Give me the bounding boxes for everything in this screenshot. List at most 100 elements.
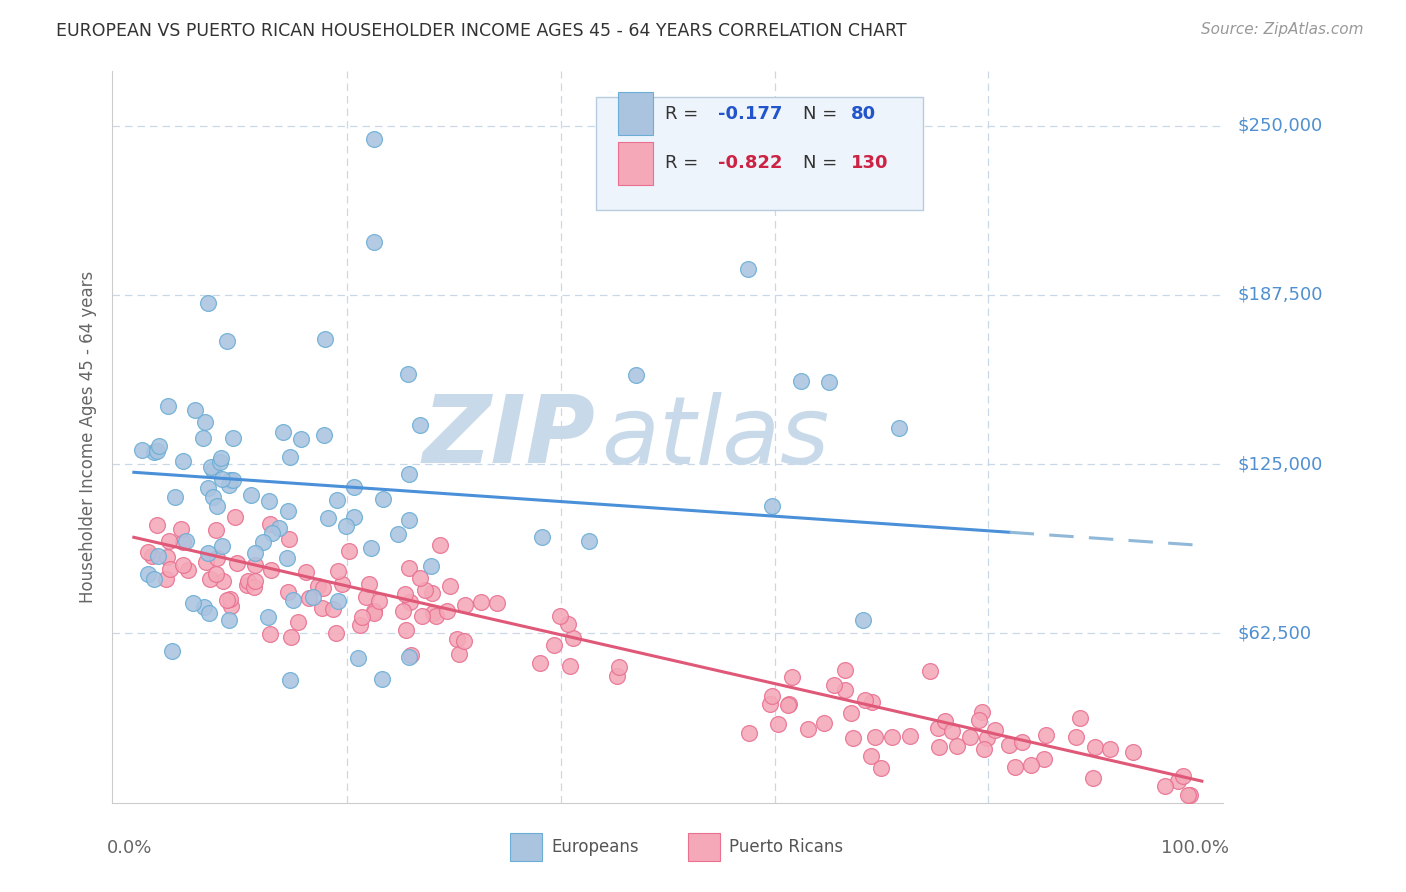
Point xyxy=(280,630,302,644)
Point xyxy=(198,607,221,621)
Point xyxy=(485,596,508,610)
Text: 130: 130 xyxy=(851,154,889,172)
Point xyxy=(609,659,631,673)
Point xyxy=(212,574,235,589)
Point xyxy=(396,367,419,381)
Point xyxy=(1171,769,1194,783)
Point xyxy=(737,262,759,277)
Point xyxy=(863,730,886,744)
Point xyxy=(997,738,1019,752)
Point xyxy=(959,730,981,744)
Point xyxy=(260,564,283,578)
Point xyxy=(934,714,956,729)
Point xyxy=(973,741,995,756)
Point xyxy=(562,631,585,645)
Point xyxy=(343,480,366,494)
Point xyxy=(1033,752,1056,766)
Point xyxy=(387,527,409,541)
Point xyxy=(205,567,228,582)
Point xyxy=(271,425,294,440)
Point xyxy=(776,698,799,713)
Point xyxy=(159,561,181,575)
Point xyxy=(172,558,194,573)
Point xyxy=(1084,740,1107,755)
Point xyxy=(184,402,207,417)
Point xyxy=(170,521,193,535)
Point xyxy=(257,494,280,508)
Point xyxy=(967,713,990,727)
Point xyxy=(136,545,159,559)
Point xyxy=(363,606,385,620)
Point xyxy=(439,579,461,593)
Point xyxy=(813,716,835,731)
Point xyxy=(363,235,385,249)
FancyBboxPatch shape xyxy=(617,92,654,136)
Point xyxy=(207,550,229,565)
Point xyxy=(834,683,856,698)
Point xyxy=(606,669,628,683)
Point xyxy=(927,721,949,735)
Point xyxy=(920,664,942,678)
Text: 80: 80 xyxy=(851,104,876,123)
Point xyxy=(205,523,228,537)
Point xyxy=(200,459,222,474)
Point xyxy=(218,614,240,628)
Point xyxy=(243,580,266,594)
Point xyxy=(311,601,333,615)
Point xyxy=(409,417,432,432)
Point xyxy=(1019,758,1042,772)
Point xyxy=(780,670,803,684)
Point xyxy=(219,592,242,607)
Point xyxy=(363,604,385,618)
Point xyxy=(928,739,950,754)
FancyBboxPatch shape xyxy=(596,97,924,211)
Point xyxy=(325,625,347,640)
Point xyxy=(218,478,240,492)
Point xyxy=(984,723,1007,738)
Point xyxy=(222,431,245,445)
Point xyxy=(197,546,219,560)
Point xyxy=(314,332,336,346)
Text: R =: R = xyxy=(665,104,703,123)
Point xyxy=(624,368,647,382)
Point xyxy=(1035,728,1057,742)
Point xyxy=(543,638,565,652)
Text: $125,000: $125,000 xyxy=(1237,455,1323,473)
Point xyxy=(326,594,349,608)
Point xyxy=(194,555,217,569)
Point xyxy=(160,643,183,657)
Point xyxy=(758,698,780,712)
Point xyxy=(181,596,204,610)
Point xyxy=(155,572,177,586)
Point xyxy=(197,296,219,310)
Point xyxy=(436,604,458,618)
Point xyxy=(839,706,862,720)
Point xyxy=(312,581,335,595)
Point xyxy=(172,454,194,468)
Point xyxy=(211,472,233,486)
Point xyxy=(314,428,336,442)
Point xyxy=(398,513,420,527)
Point xyxy=(1083,771,1105,785)
Point xyxy=(797,722,820,736)
Point xyxy=(205,500,228,514)
Point xyxy=(278,532,301,546)
Point xyxy=(346,651,368,665)
Text: $250,000: $250,000 xyxy=(1237,117,1323,135)
Text: atlas: atlas xyxy=(602,392,830,483)
Point xyxy=(859,748,882,763)
Point xyxy=(860,695,883,709)
Point xyxy=(394,587,416,601)
Point xyxy=(411,609,433,624)
Point xyxy=(970,705,993,719)
Point xyxy=(395,624,418,638)
Point xyxy=(738,726,761,740)
Y-axis label: Householder Income Ages 45 - 64 years: Householder Income Ages 45 - 64 years xyxy=(79,271,97,603)
Point xyxy=(946,739,969,753)
Point xyxy=(359,577,381,591)
Point xyxy=(761,690,783,704)
Point xyxy=(853,693,876,707)
Point xyxy=(138,566,160,581)
Point xyxy=(225,556,247,570)
Point xyxy=(259,627,281,641)
